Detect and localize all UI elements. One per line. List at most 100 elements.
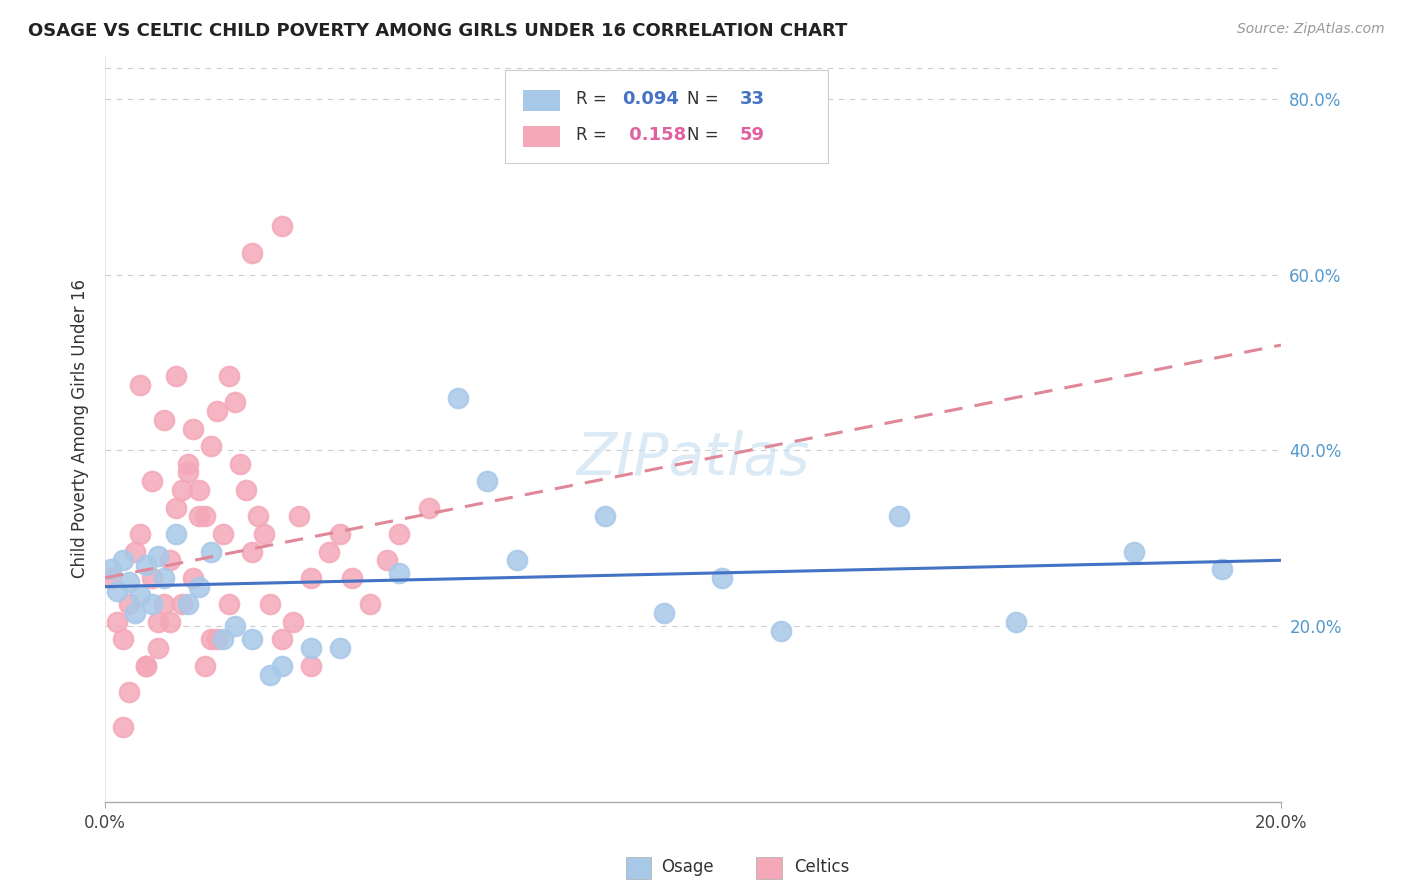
Point	[176, 457, 198, 471]
Point	[299, 658, 322, 673]
Point	[118, 685, 141, 699]
Point	[1211, 562, 1233, 576]
Point	[229, 457, 252, 471]
Point	[652, 606, 675, 620]
Point	[141, 597, 163, 611]
Text: OSAGE VS CELTIC CHILD POVERTY AMONG GIRLS UNDER 16 CORRELATION CHART: OSAGE VS CELTIC CHILD POVERTY AMONG GIRL…	[28, 22, 848, 40]
Point	[224, 619, 246, 633]
Point	[165, 527, 187, 541]
Point	[299, 641, 322, 656]
Point	[100, 562, 122, 576]
Point	[377, 553, 399, 567]
Point	[283, 615, 305, 629]
Point	[506, 553, 529, 567]
Point	[194, 509, 217, 524]
Point	[118, 597, 141, 611]
Point	[200, 632, 222, 647]
Point	[340, 571, 363, 585]
Point	[124, 544, 146, 558]
Point	[205, 632, 228, 647]
Point	[118, 575, 141, 590]
Point	[100, 571, 122, 585]
Point	[329, 641, 352, 656]
Text: Celtics: Celtics	[794, 858, 849, 876]
Point	[235, 483, 257, 497]
Point	[183, 421, 205, 435]
Point	[188, 580, 211, 594]
Point	[1123, 544, 1146, 558]
Point	[105, 615, 128, 629]
Point	[111, 553, 134, 567]
Point	[141, 571, 163, 585]
Point	[188, 509, 211, 524]
Point	[105, 584, 128, 599]
Point	[253, 527, 276, 541]
Point	[153, 571, 176, 585]
FancyBboxPatch shape	[523, 90, 560, 112]
FancyBboxPatch shape	[523, 126, 560, 147]
Point	[165, 368, 187, 383]
Point	[247, 509, 270, 524]
Text: 33: 33	[740, 90, 765, 108]
Text: 0.158: 0.158	[623, 126, 686, 145]
Point	[165, 500, 187, 515]
Point	[259, 597, 281, 611]
Point	[200, 544, 222, 558]
Point	[153, 413, 176, 427]
Point	[188, 483, 211, 497]
Point	[270, 632, 292, 647]
Point	[194, 658, 217, 673]
Point	[318, 544, 340, 558]
Point	[170, 597, 193, 611]
Point	[770, 624, 793, 638]
Point	[329, 527, 352, 541]
Point	[146, 549, 169, 563]
Point	[388, 566, 411, 581]
Point	[135, 658, 157, 673]
Point	[240, 544, 263, 558]
Point	[205, 404, 228, 418]
Text: ZIPatlas: ZIPatlas	[576, 430, 810, 487]
Point	[129, 377, 152, 392]
Text: R =: R =	[575, 126, 612, 145]
Text: Source: ZipAtlas.com: Source: ZipAtlas.com	[1237, 22, 1385, 37]
Point	[359, 597, 381, 611]
Point	[135, 558, 157, 572]
Point	[159, 615, 181, 629]
Point	[176, 466, 198, 480]
Point	[711, 571, 734, 585]
Point	[124, 606, 146, 620]
Point	[1005, 615, 1028, 629]
Point	[170, 483, 193, 497]
Point	[211, 632, 233, 647]
Text: N =: N =	[688, 90, 724, 108]
Point	[129, 589, 152, 603]
Point	[593, 509, 616, 524]
FancyBboxPatch shape	[505, 70, 828, 163]
Text: N =: N =	[688, 126, 724, 145]
Point	[270, 658, 292, 673]
Point	[218, 368, 240, 383]
Point	[299, 571, 322, 585]
Text: 0.094: 0.094	[623, 90, 679, 108]
Point	[418, 500, 440, 515]
Point	[141, 474, 163, 488]
Point	[270, 219, 292, 234]
Point	[111, 720, 134, 734]
Point	[240, 245, 263, 260]
Point	[135, 658, 157, 673]
Y-axis label: Child Poverty Among Girls Under 16: Child Poverty Among Girls Under 16	[72, 279, 89, 578]
Point	[200, 439, 222, 453]
Text: Osage: Osage	[661, 858, 713, 876]
Point	[111, 632, 134, 647]
Point	[288, 509, 311, 524]
Point	[146, 615, 169, 629]
Point	[447, 391, 470, 405]
Point	[477, 474, 499, 488]
Point	[183, 571, 205, 585]
Text: R =: R =	[575, 90, 612, 108]
Point	[211, 527, 233, 541]
Text: 59: 59	[740, 126, 765, 145]
Point	[159, 553, 181, 567]
Point	[259, 667, 281, 681]
